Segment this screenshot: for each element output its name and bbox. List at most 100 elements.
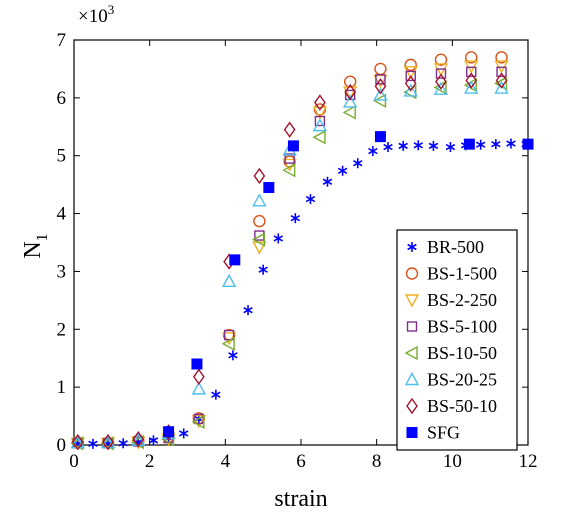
- point-bs-20-25: [100, 435, 116, 449]
- legend-label-bs-50-10: BS-50-10: [427, 396, 497, 416]
- point-br-500: [413, 140, 424, 151]
- y-tick-label: 2: [57, 319, 67, 340]
- point-bs-50-10: [102, 433, 114, 451]
- point-bs-50-10: [495, 72, 508, 89]
- point-sfg: [163, 426, 175, 438]
- point-br-500: [211, 389, 221, 400]
- x-tick-label: 2: [145, 451, 155, 472]
- legend-box: [396, 229, 518, 451]
- point-br-500: [491, 139, 501, 150]
- point-sfg: [263, 182, 275, 194]
- point-br-500: [148, 435, 159, 446]
- point-bs-50-10: [132, 431, 145, 448]
- x-axis-label: strain: [274, 486, 327, 512]
- point-bs-2-250: [252, 241, 267, 255]
- point-br-500: [506, 138, 516, 149]
- legend-label-bs-10-50: BS-10-50: [427, 343, 497, 363]
- point-br-500: [243, 305, 253, 316]
- point-bs-1-500: [495, 51, 508, 64]
- x-tick-label: 6: [296, 451, 306, 472]
- point-br-500: [290, 213, 301, 224]
- point-bs-50-10: [435, 73, 447, 90]
- point-bs-20-25: [343, 94, 358, 108]
- point-bs-10-50: [251, 232, 266, 247]
- x-tick-label: 4: [221, 451, 231, 472]
- point-br-500: [88, 438, 98, 449]
- point-bs-5-100: [405, 70, 416, 82]
- point-bs-10-50: [191, 414, 205, 430]
- y-axis-label-subscript: 1: [34, 233, 51, 241]
- legend-label-br-500: BR-500: [427, 237, 484, 257]
- point-br-500: [445, 142, 456, 153]
- point-br-500: [305, 194, 316, 205]
- point-bs-5-100: [375, 74, 386, 85]
- legend-label-bs-5-100: BS-5-100: [427, 317, 497, 337]
- legend-label-bs-20-25: BS-20-25: [427, 370, 497, 390]
- point-bs-50-10: [465, 72, 478, 89]
- legend-marker-bs-1-500: [405, 267, 419, 280]
- point-bs-10-50: [312, 130, 326, 145]
- y-tick-label: 3: [57, 261, 67, 282]
- point-bs-1-500: [374, 62, 387, 76]
- point-bs-50-10: [314, 94, 326, 111]
- point-sfg: [522, 138, 534, 150]
- point-bs-20-25: [433, 81, 449, 95]
- point-bs-5-100: [435, 68, 447, 79]
- y-axis-ticks: 0 1 2 3 4 5 6 7: [57, 30, 528, 456]
- y-axis-label: N1: [20, 233, 51, 258]
- point-bs-10-50: [282, 162, 296, 178]
- point-bs-50-10: [192, 368, 205, 385]
- point-bs-5-100: [223, 329, 235, 341]
- point-br-500: [322, 176, 333, 187]
- point-bs-2-250: [312, 106, 328, 120]
- point-bs-20-25: [373, 87, 388, 101]
- y-tick-label: 1: [57, 377, 67, 398]
- x-tick-label: 0: [69, 451, 79, 472]
- point-br-500: [337, 165, 348, 176]
- y-tick-label: 6: [57, 88, 67, 109]
- legend-marker-sfg: [406, 427, 418, 438]
- point-bs-20-25: [70, 435, 85, 449]
- point-bs-1-500: [253, 214, 266, 228]
- point-bs-10-50: [342, 105, 356, 120]
- point-sfg: [191, 358, 203, 370]
- point-bs-2-250: [343, 86, 358, 100]
- point-sfg: [463, 138, 475, 150]
- point-bs-2-250: [494, 60, 509, 74]
- point-bs-50-10: [344, 83, 357, 101]
- point-bs-20-25: [252, 193, 267, 207]
- point-br-500: [273, 233, 284, 244]
- legend: BR-500 BS-1-500 BS-2-250 BS-5-100 BS-10-50 BS…: [396, 229, 518, 451]
- legend-label-bs-1-500: BS-1-500: [427, 264, 497, 284]
- point-bs-1-500: [434, 53, 448, 66]
- x-axis-ticks: 0 2 4 6 8 10 12: [69, 40, 538, 472]
- point-sfg: [229, 254, 241, 266]
- point-bs-2-250: [191, 415, 207, 429]
- legend-marker-br-500: [407, 242, 417, 252]
- point-bs-5-100: [284, 153, 295, 164]
- point-br-500: [398, 140, 408, 151]
- y-tick-label: 5: [57, 146, 67, 167]
- point-br-500: [178, 428, 189, 439]
- point-bs-20-25: [494, 80, 509, 94]
- point-bs-5-100: [314, 115, 326, 127]
- point-br-500: [353, 158, 363, 169]
- point-bs-2-250: [464, 60, 479, 74]
- point-bs-50-10: [71, 433, 84, 451]
- point-bs-1-500: [404, 58, 417, 72]
- legend-marker-bs-20-25: [404, 372, 420, 386]
- x-tick-label: 12: [519, 451, 538, 472]
- point-sfg: [374, 131, 386, 143]
- data-markers: [70, 51, 534, 451]
- point-bs-1-500: [465, 51, 478, 64]
- point-bs-20-25: [403, 83, 418, 97]
- legend-marker-bs-2-250: [404, 294, 420, 308]
- legend-marker-bs-5-100: [406, 321, 418, 332]
- point-bs-20-25: [464, 80, 479, 94]
- point-bs-5-100: [496, 66, 507, 78]
- point-bs-20-25: [191, 381, 207, 395]
- point-br-500: [368, 146, 378, 157]
- point-br-500: [475, 139, 486, 150]
- point-bs-5-100: [466, 66, 477, 78]
